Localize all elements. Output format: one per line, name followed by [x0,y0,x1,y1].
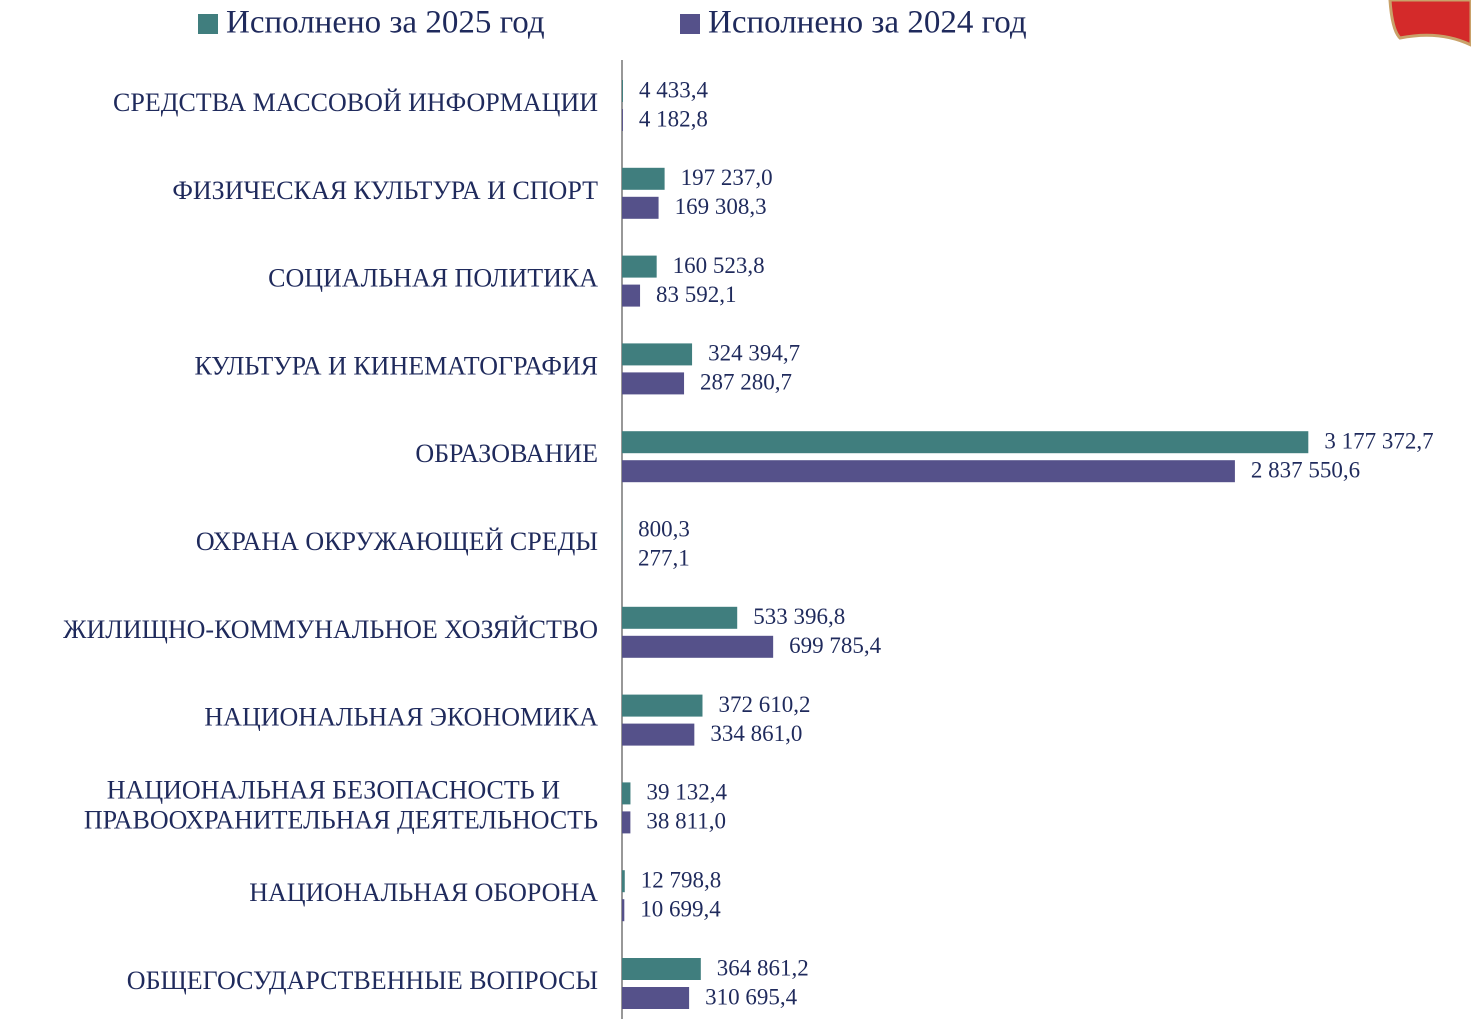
legend-label: Исполнено за 2024 год [708,5,1027,41]
corner-decoration [1390,0,1471,45]
value-label: 12 798,8 [641,867,722,892]
category-label: НАЦИОНАЛЬНАЯ ЭКОНОМИКА [204,703,598,732]
legend-swatch [198,14,218,34]
value-label: 372 610,2 [718,692,810,717]
value-label: 324 394,7 [708,341,800,366]
value-label: 364 861,2 [717,955,809,980]
bar [622,80,623,102]
value-label: 310 695,4 [705,984,798,1009]
bar [622,987,689,1009]
category-label: СРЕДСТВА МАССОВОЙ ИНФОРМАЦИИ [113,88,598,117]
bar [622,343,692,365]
legend-swatch [680,14,700,34]
bar [622,460,1235,482]
value-label: 287 280,7 [700,370,792,395]
value-label: 3 177 372,7 [1324,428,1433,453]
bar [622,285,640,307]
bar [622,109,623,131]
bar [622,899,624,921]
bar [622,782,630,804]
bar [622,811,630,833]
value-label: 533 396,8 [753,604,845,629]
value-label: 4 182,8 [639,106,708,131]
chart: Исполнено за 2025 год Исполнено за 2024 г… [0,0,1471,1019]
category-label: СОЦИАЛЬНАЯ ПОЛИТИКА [268,264,598,293]
value-label: 197 237,0 [681,165,773,190]
bar [622,695,702,717]
bar [622,636,773,658]
value-label: 699 785,4 [789,633,882,658]
bar [622,607,737,629]
value-label: 169 308,3 [675,194,767,219]
category-label: ФИЗИЧЕСКАЯ КУЛЬТУРА И СПОРТ [172,176,598,205]
legend-label: Исполнено за 2025 год [226,5,545,41]
value-label: 277,1 [638,545,690,570]
value-label: 160 523,8 [673,253,765,278]
category-label: ОБРАЗОВАНИЕ [415,439,598,468]
value-label: 83 592,1 [656,282,737,307]
bar [622,197,659,219]
value-label: 39 132,4 [646,780,727,805]
bar [622,870,625,892]
category-label: НАЦИОНАЛЬНАЯ ОБОРОНА [249,878,598,907]
bar [622,372,684,394]
bar [622,168,665,190]
bar [622,256,657,278]
value-label: 2 837 550,6 [1251,457,1360,482]
bar [622,958,701,980]
value-label: 334 861,0 [710,721,802,746]
value-label: 10 699,4 [640,896,721,921]
bar [622,431,1308,453]
bar [622,724,694,746]
category-label: ЖИЛИЩНО-КОММУНАЛЬНОЕ ХОЗЯЙСТВО [63,615,598,644]
category-label: КУЛЬТУРА И КИНЕМАТОГРАФИЯ [194,351,598,380]
value-label: 4 433,4 [639,77,709,102]
value-label: 38 811,0 [646,809,726,834]
value-label: 800,3 [638,516,690,541]
category-label: ОБЩЕГОСУДАРСТВЕННЫЕ ВОПРОСЫ [127,966,598,995]
category-label: ОХРАНА ОКРУЖАЮЩЕЙ СРЕДЫ [196,527,598,556]
